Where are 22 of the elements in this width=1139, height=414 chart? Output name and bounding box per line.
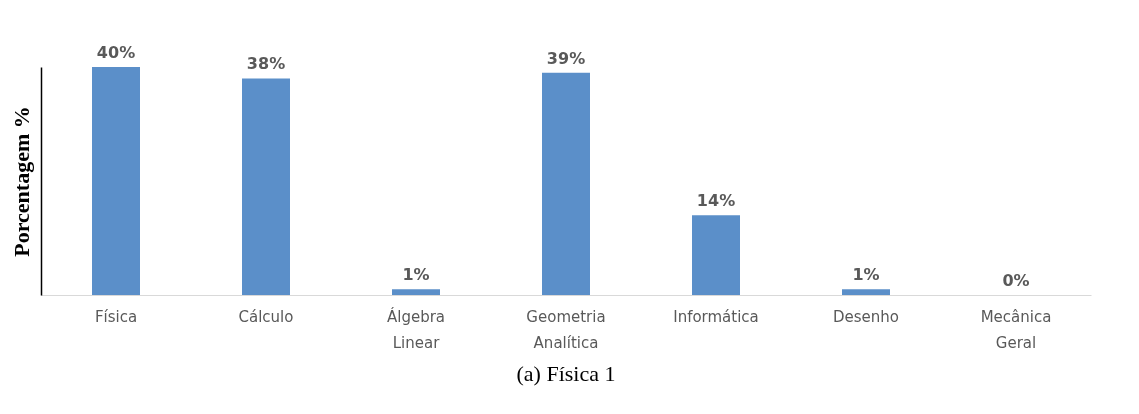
data-label: 1% — [402, 265, 430, 285]
y-axis-title: Porcentagem % — [8, 106, 34, 257]
bar — [542, 72, 590, 295]
data-label: 14% — [696, 191, 736, 211]
bar — [242, 78, 290, 295]
data-label: 40% — [96, 43, 136, 62]
data-label: 0% — [1002, 271, 1030, 290]
text: (a) Física 1 — [516, 361, 616, 386]
data-label: 38% — [246, 54, 286, 74]
bar — [842, 289, 890, 295]
bar — [692, 215, 740, 295]
x-tick-label: Geometria Analítica — [526, 307, 606, 352]
bar — [392, 289, 440, 295]
x-tick-label: Desenho — [832, 307, 900, 326]
data-label: 39% — [546, 48, 586, 68]
x-tick-label: Física — [94, 307, 138, 326]
data-label: 1% — [852, 265, 880, 285]
bar — [92, 67, 140, 295]
x-tick-label: Informática — [673, 307, 759, 326]
x-tick-label: Mecânica Geral — [980, 307, 1052, 352]
x-tick-label: Álgebra Linear — [386, 306, 446, 352]
x-tick-label: Cálculo — [238, 307, 294, 326]
